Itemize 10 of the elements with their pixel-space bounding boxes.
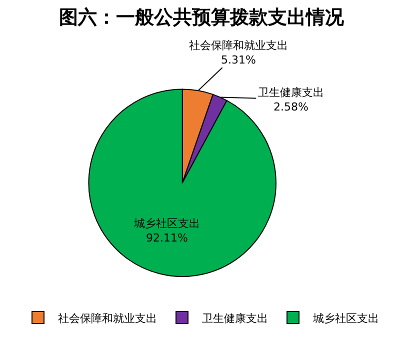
slice-label: 社会保障和就业支出 — [189, 39, 288, 52]
legend-label: 社会保障和就业支出 — [58, 312, 157, 325]
slice-label: 卫生健康支出 — [258, 86, 324, 99]
data-label: 92.11% — [146, 231, 188, 244]
legend-label: 卫生健康支出 — [202, 312, 268, 325]
data-label: 5.31% — [221, 53, 256, 66]
data-label: 2.58% — [274, 100, 308, 114]
chart-title: 图六：一般公共预算拨款支出情况 — [59, 6, 345, 29]
legend-label: 城乡社区支出 — [312, 312, 379, 325]
slice-label: 城乡社区支出 — [133, 217, 200, 230]
